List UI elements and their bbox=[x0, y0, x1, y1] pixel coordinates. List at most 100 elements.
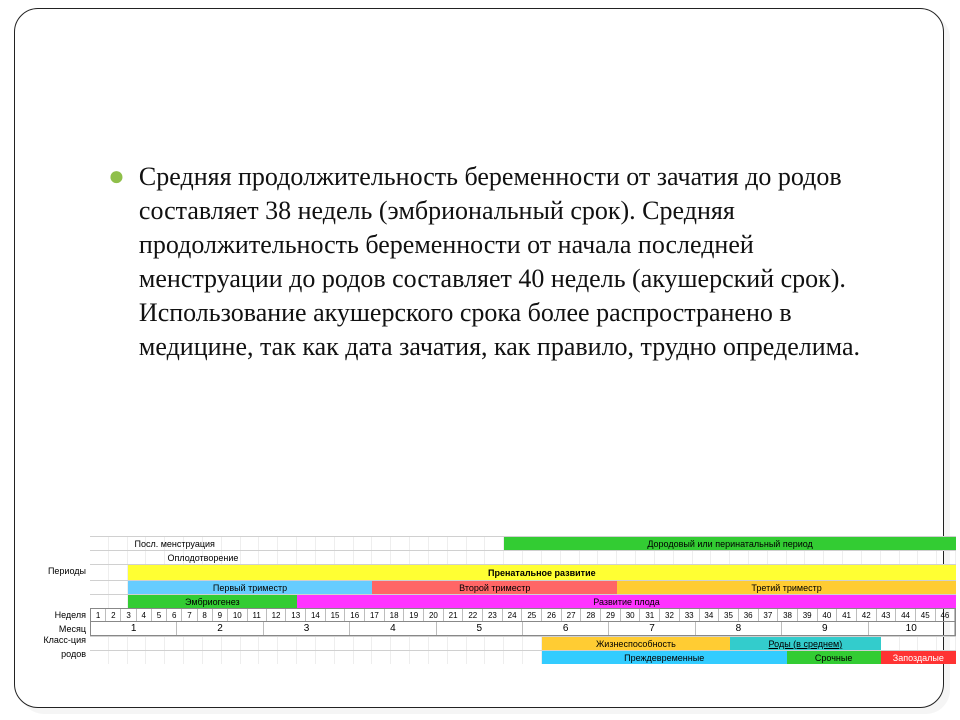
week-cell: 7 bbox=[182, 609, 197, 621]
week-cell: 43 bbox=[877, 609, 897, 621]
week-cells: 1234567891011121314151617181920212223242… bbox=[91, 609, 955, 621]
band-viability: Жизнеспособность bbox=[542, 637, 730, 650]
week-cell: 24 bbox=[503, 609, 523, 621]
week-cell: 11 bbox=[248, 609, 267, 621]
row-label-periods: Периоды bbox=[26, 564, 90, 580]
band-preterm: Преждевременные bbox=[542, 651, 787, 664]
week-cell: 40 bbox=[818, 609, 838, 621]
week-cell: 42 bbox=[857, 609, 877, 621]
row-label-class2: родов bbox=[26, 650, 90, 664]
row-label-class1: Класс-ция bbox=[26, 636, 90, 650]
month-cell: 2 bbox=[177, 622, 263, 635]
chart-row-fert: Оплодотворение bbox=[26, 550, 956, 564]
week-cell: 25 bbox=[522, 609, 542, 621]
bullet-item: ● Средняя продолжительность беременности… bbox=[108, 160, 868, 364]
week-cell: 27 bbox=[562, 609, 582, 621]
band-births-avg: Роды (в среднем) bbox=[730, 637, 881, 650]
week-cell: 26 bbox=[542, 609, 562, 621]
month-cell: 7 bbox=[609, 622, 695, 635]
band-last-menstruation: Посл. менструация bbox=[90, 537, 259, 550]
week-cell: 6 bbox=[167, 609, 182, 621]
month-cell: 5 bbox=[437, 622, 523, 635]
week-cell: 33 bbox=[680, 609, 700, 621]
row-track-weeks: 1234567891011121314151617181920212223242… bbox=[90, 608, 956, 622]
week-cell: 13 bbox=[286, 609, 306, 621]
week-cell: 45 bbox=[916, 609, 936, 621]
band-embryogenesis: Эмбриогенез bbox=[128, 595, 297, 608]
row-track: Эмбриогенез Развитие плода bbox=[90, 594, 956, 608]
month-cell: 9 bbox=[782, 622, 868, 635]
week-cell: 37 bbox=[759, 609, 779, 621]
band-fetal-dev: Развитие плода bbox=[297, 595, 956, 608]
month-cell: 10 bbox=[869, 622, 955, 635]
band-trimester-1: Первый триместр bbox=[128, 581, 373, 594]
row-track: Оплодотворение bbox=[90, 550, 956, 564]
week-cell: 30 bbox=[621, 609, 641, 621]
week-cell: 23 bbox=[483, 609, 503, 621]
band-postterm: Запоздалые bbox=[881, 651, 956, 664]
week-cell: 32 bbox=[660, 609, 680, 621]
paragraph-text: Средняя продолжительность беременности о… bbox=[139, 160, 868, 364]
chart-row-class: родов Преждевременные Срочные Запоздалые bbox=[26, 650, 956, 664]
chart-row-viability: Класс-ция Жизнеспособность Роды (в средн… bbox=[26, 636, 956, 650]
row-track: Преждевременные Срочные Запоздалые bbox=[90, 650, 956, 664]
week-cell: 10 bbox=[228, 609, 248, 621]
row-track: Первый триместр Второй триместр Третий т… bbox=[90, 580, 956, 594]
chart-row-weeks: Неделя 123456789101112131415161718192021… bbox=[26, 608, 956, 622]
week-cell: 29 bbox=[601, 609, 621, 621]
week-cell: 18 bbox=[385, 609, 405, 621]
week-cell: 12 bbox=[267, 609, 287, 621]
week-cell: 4 bbox=[137, 609, 152, 621]
week-cell: 46 bbox=[936, 609, 956, 621]
row-label bbox=[26, 594, 90, 608]
week-cell: 39 bbox=[798, 609, 818, 621]
month-cell: 1 bbox=[91, 622, 177, 635]
band-trimester-2: Второй триместр bbox=[372, 581, 617, 594]
week-cell: 20 bbox=[424, 609, 444, 621]
week-cell: 3 bbox=[121, 609, 136, 621]
week-cell: 31 bbox=[640, 609, 660, 621]
week-cell: 44 bbox=[896, 609, 916, 621]
week-cell: 38 bbox=[778, 609, 798, 621]
chart-row-months: Месяц 12345678910 bbox=[26, 622, 956, 636]
week-cell: 21 bbox=[444, 609, 464, 621]
month-cell: 4 bbox=[350, 622, 436, 635]
row-label-months: Месяц bbox=[26, 622, 90, 636]
week-cell: 14 bbox=[306, 609, 326, 621]
chart-row-trimesters: Первый триместр Второй триместр Третий т… bbox=[26, 580, 956, 594]
week-cell: 1 bbox=[91, 609, 106, 621]
row-track: Посл. менструация Дородовый или перината… bbox=[90, 536, 956, 550]
week-cell: 34 bbox=[700, 609, 720, 621]
week-cell: 28 bbox=[581, 609, 601, 621]
band-term: Срочные bbox=[787, 651, 881, 664]
week-cell: 15 bbox=[326, 609, 346, 621]
week-cell: 35 bbox=[719, 609, 739, 621]
chart-row-top: Посл. менструация Дородовый или перината… bbox=[26, 536, 956, 550]
month-cell: 6 bbox=[523, 622, 609, 635]
month-cell: 8 bbox=[696, 622, 782, 635]
bullet-icon: ● bbox=[108, 160, 125, 194]
row-track: Пренатальное развитие bbox=[90, 564, 956, 580]
week-cell: 17 bbox=[365, 609, 385, 621]
row-label bbox=[26, 536, 90, 550]
week-cell: 2 bbox=[106, 609, 121, 621]
chart-row-prenatal: Периоды Пренатальное развитие bbox=[26, 564, 956, 580]
month-cell: 3 bbox=[264, 622, 350, 635]
week-cell: 8 bbox=[198, 609, 213, 621]
band-prenatal: Пренатальное развитие bbox=[128, 565, 956, 580]
row-label bbox=[26, 580, 90, 594]
row-track-months: 12345678910 bbox=[90, 622, 956, 636]
week-cell: 22 bbox=[463, 609, 483, 621]
band-fertilization: Оплодотворение bbox=[128, 551, 279, 564]
week-cell: 36 bbox=[739, 609, 759, 621]
chart-row-dev: Эмбриогенез Развитие плода bbox=[26, 594, 956, 608]
month-cells: 12345678910 bbox=[91, 622, 955, 635]
week-cell: 9 bbox=[213, 609, 228, 621]
band-perinatal: Дородовый или перинатальный период bbox=[504, 537, 956, 550]
week-cell: 5 bbox=[152, 609, 167, 621]
band-trimester-3: Третий триместр bbox=[617, 581, 956, 594]
week-cell: 41 bbox=[837, 609, 857, 621]
pregnancy-timeline-chart: Посл. менструация Дородовый или перината… bbox=[26, 536, 956, 664]
week-cell: 16 bbox=[345, 609, 365, 621]
row-label-weeks: Неделя bbox=[26, 608, 90, 622]
